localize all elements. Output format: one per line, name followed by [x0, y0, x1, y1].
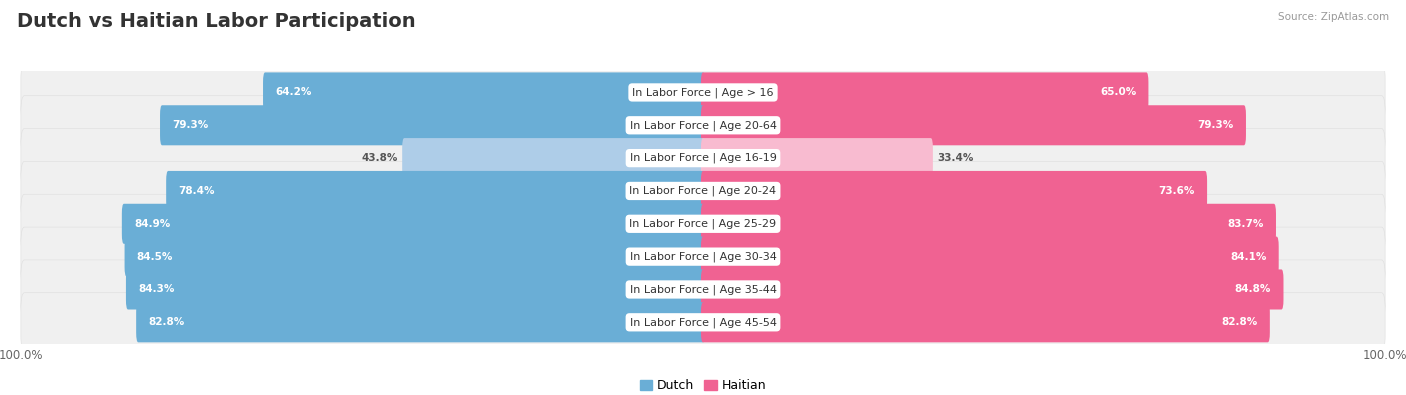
Text: 43.8%: 43.8%: [361, 153, 398, 163]
FancyBboxPatch shape: [160, 105, 704, 145]
Text: 79.3%: 79.3%: [173, 120, 208, 130]
FancyBboxPatch shape: [402, 138, 704, 178]
Legend: Dutch, Haitian: Dutch, Haitian: [634, 374, 772, 395]
FancyBboxPatch shape: [21, 63, 1385, 122]
FancyBboxPatch shape: [702, 138, 932, 178]
FancyBboxPatch shape: [702, 269, 1284, 310]
Text: 82.8%: 82.8%: [1222, 317, 1257, 327]
FancyBboxPatch shape: [21, 293, 1385, 352]
Text: 83.7%: 83.7%: [1227, 219, 1264, 229]
FancyBboxPatch shape: [702, 171, 1208, 211]
Text: Source: ZipAtlas.com: Source: ZipAtlas.com: [1278, 12, 1389, 22]
FancyBboxPatch shape: [702, 105, 1246, 145]
Text: In Labor Force | Age > 16: In Labor Force | Age > 16: [633, 87, 773, 98]
Text: In Labor Force | Age 30-34: In Labor Force | Age 30-34: [630, 251, 776, 262]
Text: 64.2%: 64.2%: [276, 87, 312, 98]
Text: 84.3%: 84.3%: [138, 284, 174, 294]
FancyBboxPatch shape: [21, 194, 1385, 253]
Text: Dutch vs Haitian Labor Participation: Dutch vs Haitian Labor Participation: [17, 12, 416, 31]
FancyBboxPatch shape: [702, 204, 1277, 244]
FancyBboxPatch shape: [702, 72, 1149, 113]
Text: 65.0%: 65.0%: [1099, 87, 1136, 98]
FancyBboxPatch shape: [21, 96, 1385, 155]
FancyBboxPatch shape: [122, 204, 704, 244]
Text: 84.5%: 84.5%: [136, 252, 173, 261]
Text: 73.6%: 73.6%: [1159, 186, 1195, 196]
FancyBboxPatch shape: [21, 260, 1385, 319]
FancyBboxPatch shape: [21, 128, 1385, 188]
Text: 84.1%: 84.1%: [1230, 252, 1267, 261]
Text: 78.4%: 78.4%: [179, 186, 215, 196]
Text: 79.3%: 79.3%: [1198, 120, 1233, 130]
FancyBboxPatch shape: [125, 237, 704, 276]
FancyBboxPatch shape: [702, 302, 1270, 342]
FancyBboxPatch shape: [21, 227, 1385, 286]
Text: 84.8%: 84.8%: [1234, 284, 1271, 294]
Text: In Labor Force | Age 20-24: In Labor Force | Age 20-24: [630, 186, 776, 196]
Text: 82.8%: 82.8%: [149, 317, 184, 327]
FancyBboxPatch shape: [21, 162, 1385, 220]
Text: In Labor Force | Age 16-19: In Labor Force | Age 16-19: [630, 153, 776, 164]
Text: 84.9%: 84.9%: [134, 219, 170, 229]
FancyBboxPatch shape: [127, 269, 704, 310]
Text: In Labor Force | Age 20-64: In Labor Force | Age 20-64: [630, 120, 776, 130]
FancyBboxPatch shape: [702, 237, 1278, 276]
FancyBboxPatch shape: [263, 72, 704, 113]
Text: 33.4%: 33.4%: [938, 153, 974, 163]
Text: In Labor Force | Age 35-44: In Labor Force | Age 35-44: [630, 284, 776, 295]
FancyBboxPatch shape: [136, 302, 704, 342]
Text: In Labor Force | Age 25-29: In Labor Force | Age 25-29: [630, 218, 776, 229]
FancyBboxPatch shape: [166, 171, 704, 211]
Text: In Labor Force | Age 45-54: In Labor Force | Age 45-54: [630, 317, 776, 327]
